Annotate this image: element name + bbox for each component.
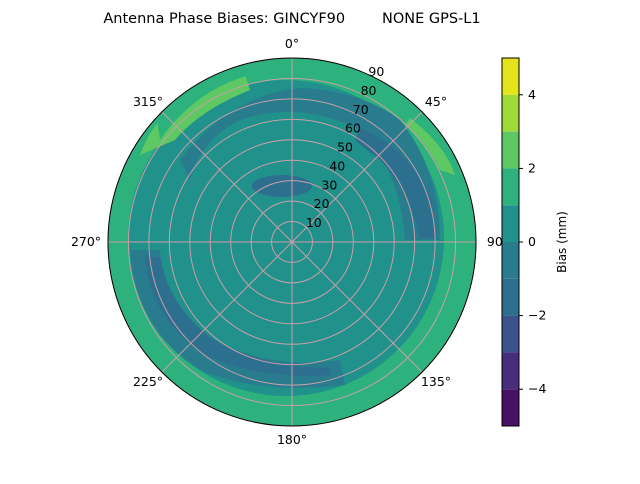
colorbar-band (502, 389, 519, 426)
radial-tick-label: 90 (368, 64, 384, 79)
colorbar-tick-label: 4 (528, 87, 536, 102)
theta-tick-label: 270° (71, 234, 101, 249)
chart-title: Antenna Phase Biases: GINCYF90 NONE GPS-… (103, 11, 480, 27)
colorbar-band (502, 315, 519, 353)
colorbar-band (502, 58, 519, 95)
colorbar-band (502, 205, 519, 242)
contour-band-neg1-0 (130, 250, 345, 388)
theta-tick-label: 225° (133, 374, 163, 389)
colorbar-band (502, 352, 519, 390)
radial-tick-label: 80 (361, 83, 377, 98)
colorbar-band (502, 94, 519, 132)
contour-band-neg2-neg1 (252, 175, 312, 197)
colorbar-band (502, 242, 519, 279)
theta-tick-label: 45° (425, 94, 447, 109)
colorbar-label: Bias (mm) (555, 211, 569, 273)
radial-tick-label: 40 (329, 158, 345, 173)
colorbar-tick-label: −4 (528, 381, 546, 396)
colorbar-tick-label: −2 (528, 308, 546, 323)
contour-band-neg2-neg1 (355, 128, 436, 238)
radial-tick-label: 10 (306, 215, 322, 230)
colorbar-band (502, 278, 519, 316)
colorbar-band (502, 168, 519, 206)
angular-gridline (291, 241, 423, 373)
theta-tick-label: 135° (421, 374, 451, 389)
colorbar-band (502, 131, 519, 169)
contour-band-0-1 (128, 80, 444, 396)
theta-tick-label: 315° (133, 94, 163, 109)
radial-tick-label: 20 (314, 196, 330, 211)
radial-tick-label: 60 (345, 121, 361, 136)
angular-gridline (161, 241, 293, 373)
radial-tick-label: 70 (353, 102, 369, 117)
theta-tick-label: 180° (277, 432, 307, 447)
angular-gridline (161, 111, 293, 243)
colorbar-tick-label: 0 (528, 234, 536, 249)
colorbar: −4 −2 0 2 4 (501, 57, 546, 427)
angular-gridline (291, 111, 423, 243)
colorbar-tick-label: 2 (528, 160, 536, 175)
theta-tick-label: 0° (285, 36, 299, 51)
contour-band-2-3 (405, 118, 455, 175)
radial-tick-label: 50 (337, 140, 353, 155)
radial-tick-label: 30 (321, 177, 337, 192)
polar-frame (107, 57, 477, 427)
contour-band-neg1-0 (180, 88, 440, 240)
polar-grid (107, 57, 477, 427)
